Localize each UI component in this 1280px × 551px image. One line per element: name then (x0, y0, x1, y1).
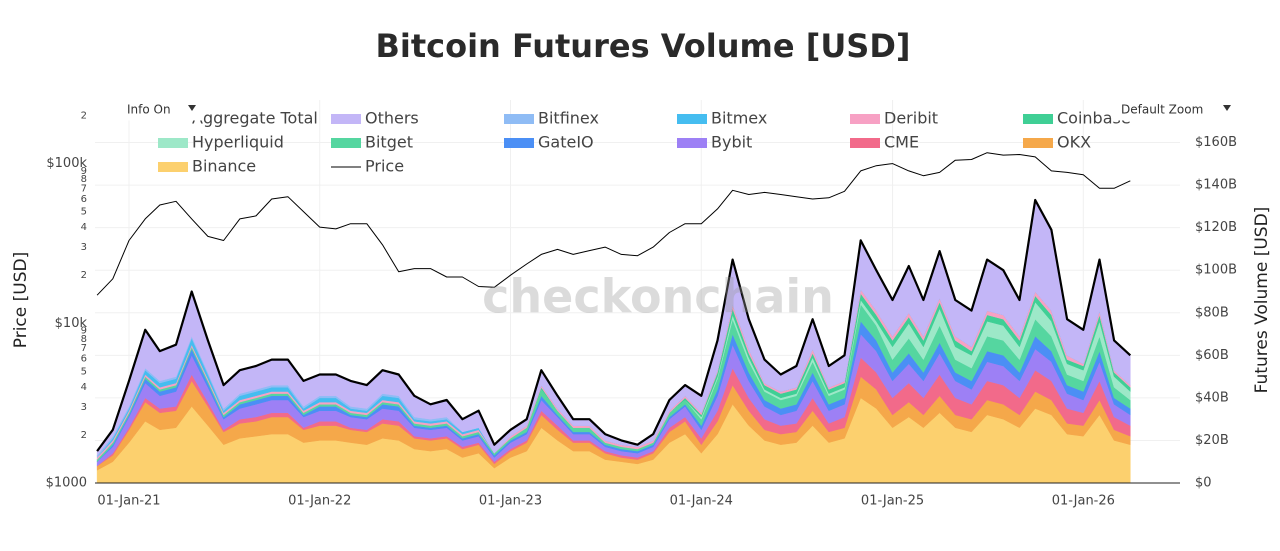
total-line (96, 198, 1132, 452)
x-tick-label: 01-Jan-26 (1052, 494, 1115, 509)
legend-swatch (850, 138, 880, 148)
y2-tick-label: $80B (1195, 305, 1229, 320)
legend-swatch (331, 114, 361, 124)
legend-swatch (158, 138, 188, 148)
legend-swatch (850, 114, 880, 124)
y-tick-label: 2 (81, 110, 87, 121)
y2-tick-label: $60B (1195, 348, 1229, 363)
dropdown-arrow (188, 105, 196, 111)
legend-swatch (677, 114, 707, 124)
legend-label: GateIO (538, 133, 594, 152)
y-tick-label: 2 (81, 270, 87, 281)
y-tick-label: 6 (81, 194, 87, 205)
y2-tick-label: $120B (1195, 220, 1237, 235)
y2-tick-label: $20B (1195, 433, 1229, 448)
y-tick-label: 7 (81, 343, 87, 354)
dropdown-label[interactable]: Default Zoom (1121, 103, 1203, 117)
y-tick-label: $100k (46, 156, 87, 171)
dropdown-box[interactable] (116, 97, 204, 121)
y2-tick-label: $160B (1195, 135, 1237, 150)
legend-label: Binance (192, 157, 256, 176)
y-tick-label: 4 (81, 382, 87, 393)
y2-tick-label: $140B (1195, 178, 1237, 193)
y-tick-label: 9 (81, 166, 87, 177)
dropdown-box[interactable] (1111, 97, 1241, 121)
y-tick-label: 8 (81, 334, 87, 345)
legend-label: Bitget (365, 133, 413, 152)
legend-label: Bitfinex (538, 109, 599, 128)
y-tick-label: 4 (81, 222, 87, 233)
legend-label: OKX (1057, 133, 1091, 152)
legend-swatch (677, 138, 707, 148)
y-tick-label: 6 (81, 354, 87, 365)
y-tick-label: 8 (81, 174, 87, 185)
watermark: checkonchain (482, 270, 834, 324)
legend-label: Hyperliquid (192, 133, 284, 152)
y2-tick-label: $40B (1195, 390, 1229, 405)
legend-label: Bybit (711, 133, 752, 152)
y-tick-label: 7 (81, 183, 87, 194)
legend-swatch (1023, 138, 1053, 148)
legend-label: Aggregate Total (192, 109, 318, 128)
y2-tick-label: $100B (1195, 263, 1237, 278)
y-tick-label: $10k (55, 316, 88, 331)
legend-label: Price (365, 157, 404, 176)
legend-swatch (504, 114, 534, 124)
zoom-dropdown[interactable]: Default Zoom (1111, 97, 1241, 121)
x-tick-label: 01-Jan-25 (861, 494, 924, 509)
legend-swatch (331, 138, 361, 148)
price-line (96, 152, 1131, 296)
legend-label: Deribit (884, 109, 938, 128)
x-tick-label: 01-Jan-24 (670, 494, 733, 509)
legend-swatch (1023, 114, 1053, 124)
y-axis-title: Price [USD] (11, 252, 31, 348)
plot-area (96, 152, 1132, 484)
x-tick-label: 01-Jan-21 (97, 494, 160, 509)
legend-swatch (158, 162, 188, 172)
info-dropdown[interactable]: Info On (116, 97, 204, 121)
legend-label: Bitmex (711, 109, 767, 128)
chart-title: Bitcoin Futures Volume [USD] (375, 27, 910, 65)
y-tick-label: 3 (81, 402, 87, 413)
dropdown-label[interactable]: Info On (127, 103, 171, 117)
y-tick-label: $1000 (46, 476, 87, 491)
legend-label: CME (884, 133, 919, 152)
y-tick-label: 3 (81, 242, 87, 253)
y2-tick-label: $0 (1195, 476, 1212, 491)
y-tick-label: 5 (81, 366, 87, 377)
y2-axis-title: Futures Volume [USD] (1252, 207, 1272, 394)
y-tick-label: 9 (81, 326, 87, 337)
x-tick-label: 01-Jan-22 (288, 494, 351, 509)
legend-swatch (504, 138, 534, 148)
y-tick-label: 2 (81, 430, 87, 441)
legend: Aggregate Total Others Bitfinex Bitmex Derib… (158, 109, 1131, 176)
axes: 01-Jan-21 01-Jan-22 01-Jan-23 01-Jan-24 01-J… (46, 110, 1237, 508)
legend-label: Others (365, 109, 419, 128)
x-tick-label: 01-Jan-23 (479, 494, 542, 509)
y-tick-label: 5 (81, 207, 87, 218)
dropdown-arrow (1223, 105, 1231, 111)
